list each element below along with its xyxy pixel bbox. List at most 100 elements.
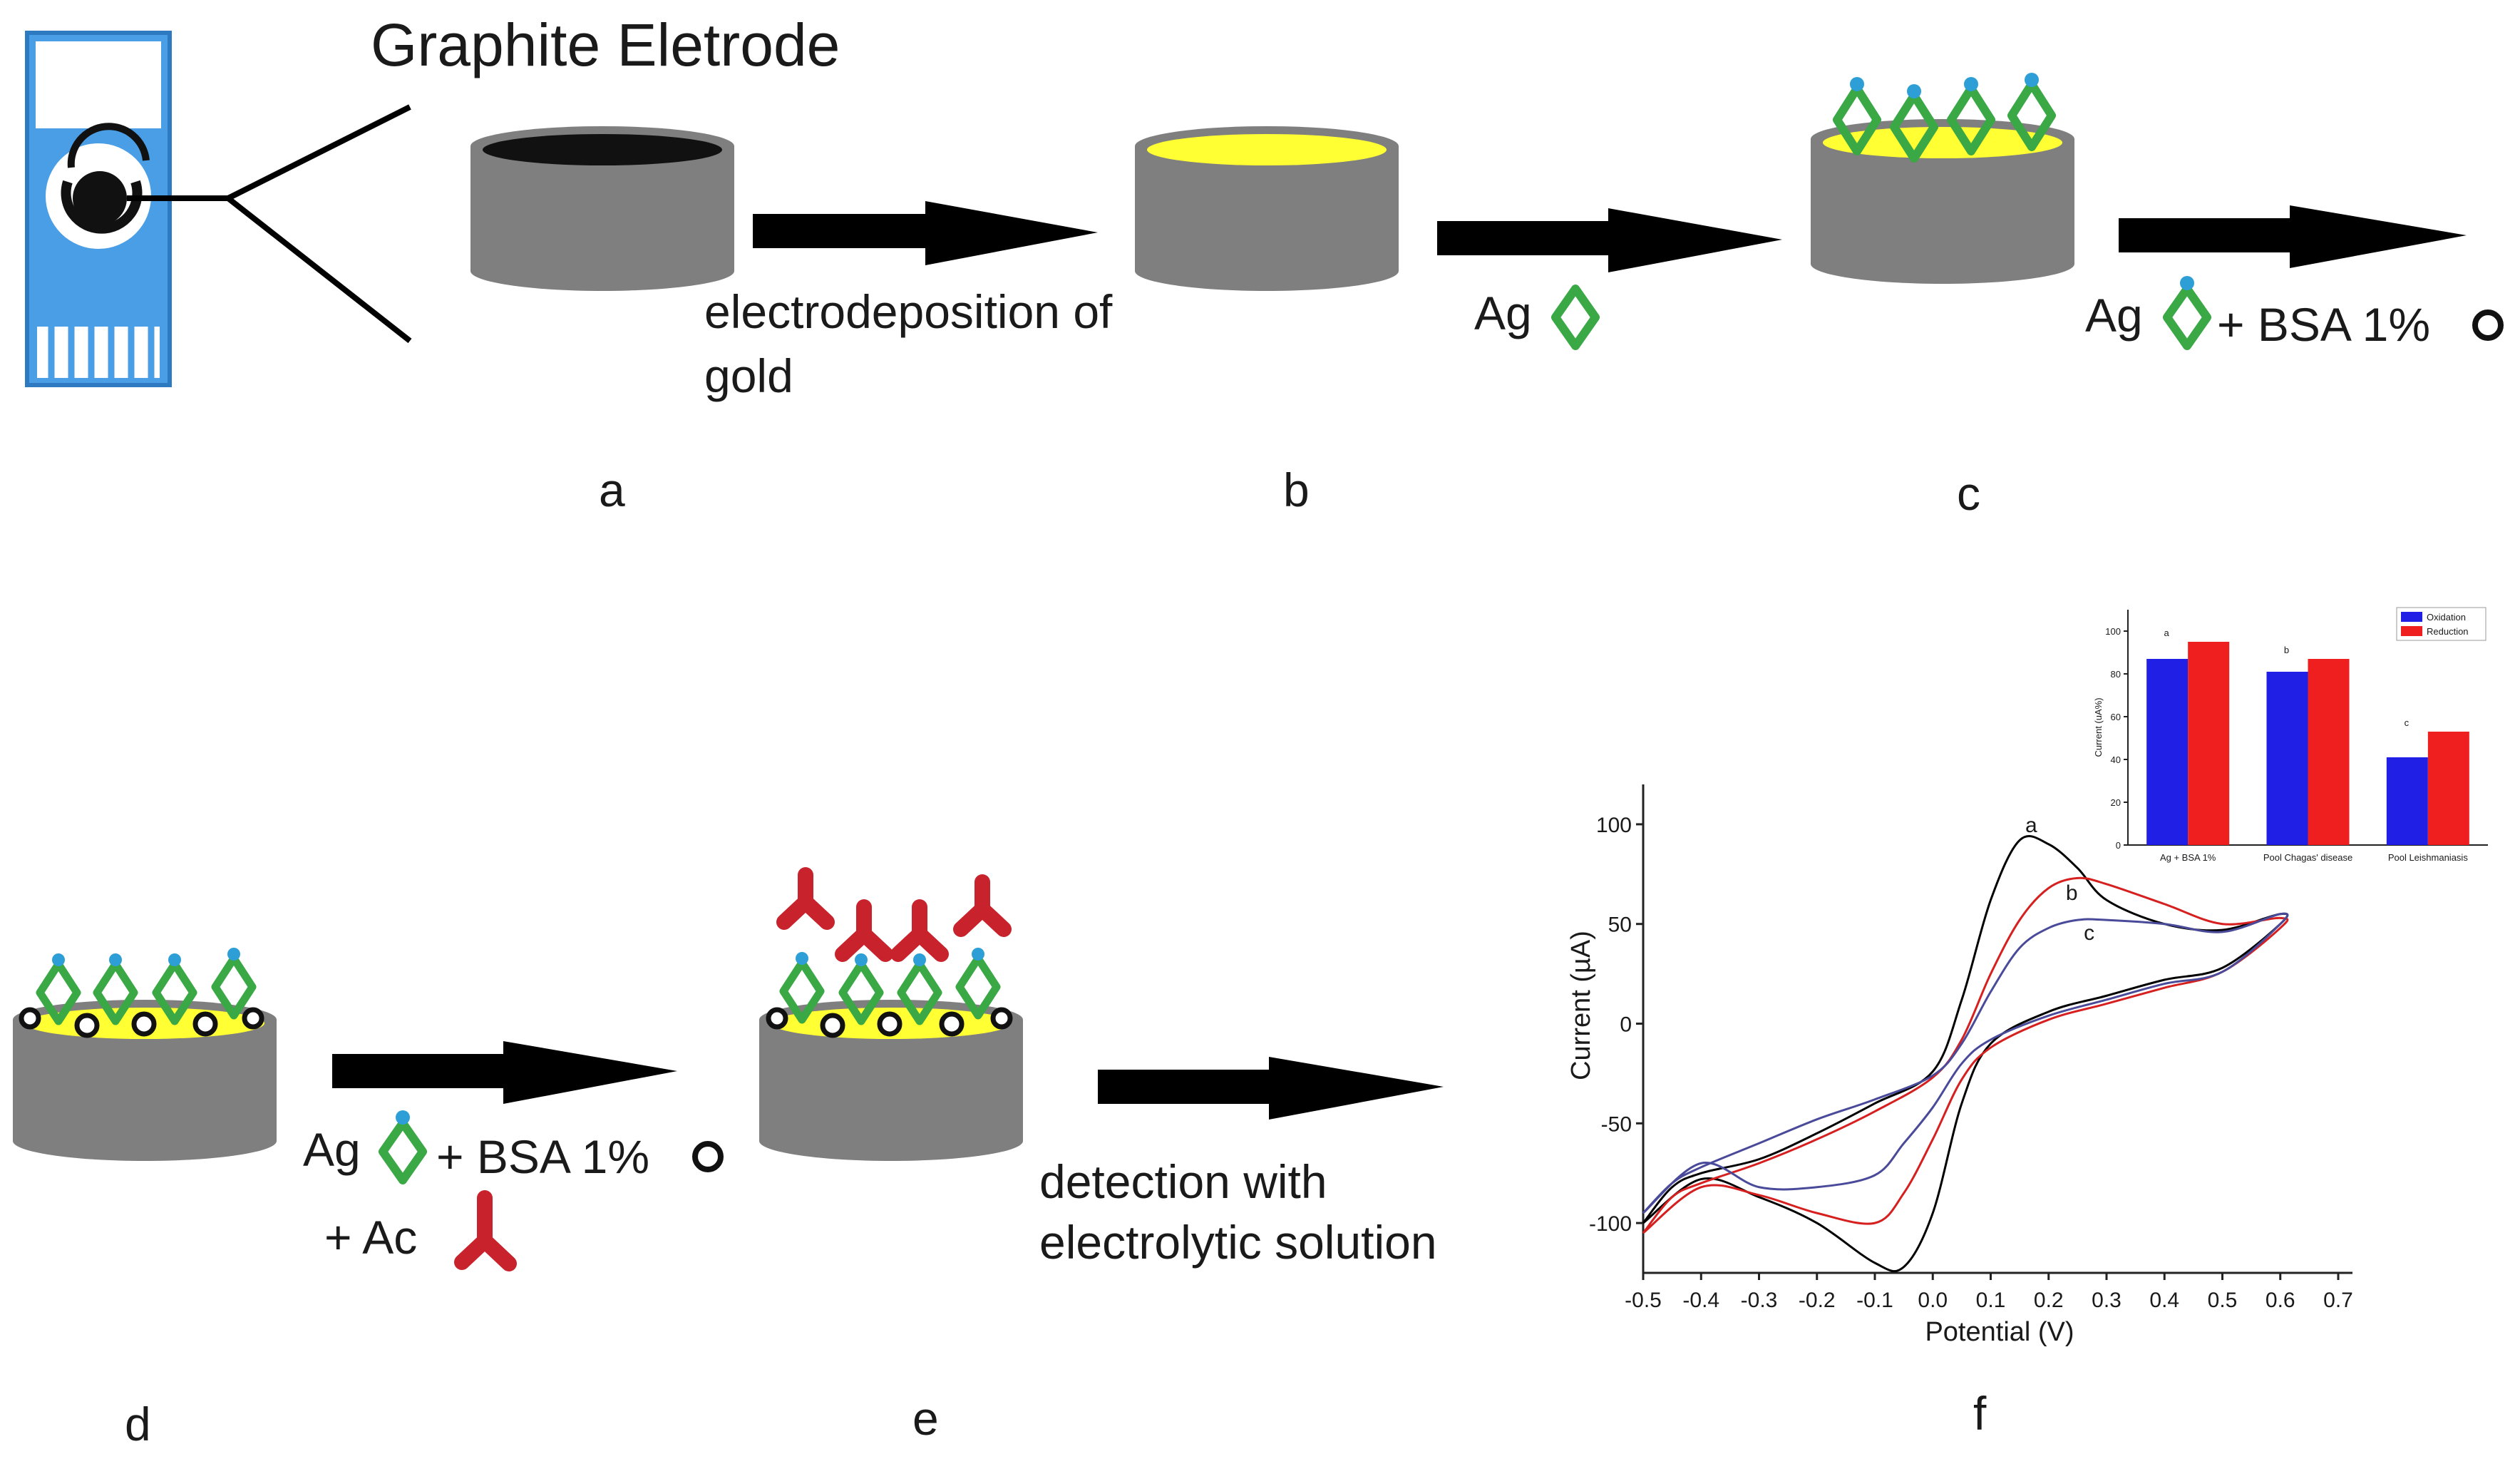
bsa-symbol-icon: [2472, 309, 2504, 341]
cv-x-tick-label: 0.2: [2034, 1289, 2064, 1312]
arrow-c-to-d: [2119, 205, 2467, 268]
cv-x-axis-label: Potential (V): [1925, 1317, 2074, 1347]
bar-annotation-c: c: [2405, 717, 2410, 728]
cv-x-tick-label: -0.5: [1625, 1289, 1662, 1312]
panel-label-d: d: [125, 1398, 151, 1450]
cv-x-tick-label: -0.3: [1741, 1289, 1778, 1312]
cv-annotation-c: c: [2084, 921, 2094, 945]
cv-y-tick-label: 0: [1620, 1013, 1632, 1037]
diagram-title: Graphite Eletrode: [371, 11, 840, 78]
cv-annotations: a bc: [2025, 814, 2094, 945]
cv-x-tick-label: 0.0: [1918, 1289, 1948, 1312]
bar-y-tick-label: 0: [2116, 840, 2121, 851]
bar-category-label: Pool Chagas' disease: [2263, 852, 2352, 863]
antigen-layer-d: [36, 948, 257, 1025]
inset-bar-chart: 0 20 40 60 80 100 Ag + BSA 1% Pool Chagas' dis…: [2093, 607, 2488, 863]
bar-y-tick-label: 100: [2105, 626, 2121, 637]
electrode-c: [1811, 119, 2074, 284]
panel-label-c: c: [1957, 467, 1980, 520]
cv-y-axis-label: Current (µA): [1566, 931, 1596, 1080]
panel-label-e: e: [912, 1392, 939, 1445]
step-label-detection-1: detection with: [1039, 1155, 1327, 1208]
electrode-a: [470, 126, 734, 291]
cv-x-tick-label: 0.3: [2092, 1289, 2122, 1312]
antigen-tagged-symbol-d-icon: [379, 1110, 427, 1184]
cv-x-tick-label: -0.2: [1799, 1289, 1836, 1312]
step-label-detection-2: electrolytic solution: [1039, 1216, 1437, 1269]
step-label-bsa-d: + BSA 1%: [436, 1130, 649, 1183]
bar-y-tick-label: 80: [2111, 669, 2121, 680]
bar-category-label: Ag + BSA 1%: [2160, 852, 2216, 863]
antigen-tagged-symbol-icon: [2163, 276, 2211, 350]
bar-oxidation-2: [2386, 757, 2428, 845]
antigen-symbol-icon: [1551, 285, 1600, 350]
bar-category-label: Pool Leishmaniasis: [2388, 852, 2469, 863]
panel-label-a: a: [599, 464, 625, 516]
cv-annotation-b: b: [2066, 881, 2078, 905]
bar-reduction-1: [2308, 659, 2350, 845]
cv-x-tick-label: -0.4: [1682, 1289, 1719, 1312]
cv-annotation-a: a: [2025, 814, 2037, 837]
bar-legend-swatch-oxidation: [2401, 612, 2422, 622]
cv-x-tick-label: 0.5: [2208, 1289, 2238, 1312]
cv-y-tick-label: 50: [1608, 913, 1632, 937]
bar-bars: [2146, 642, 2469, 845]
step-label-ac: + Ac: [324, 1211, 417, 1264]
cv-y-tick-label: -100: [1589, 1212, 1632, 1236]
bar-legend-label-reduction: Reduction: [2427, 626, 2469, 637]
bsa-layer-e: [766, 1007, 1013, 1038]
arrow-b-to-c: [1437, 208, 1782, 272]
bar-annotations: a b c: [2164, 628, 2410, 728]
cv-x-tick-label: 0.1: [1976, 1289, 2006, 1312]
bsa-symbol-d-icon: [692, 1141, 724, 1172]
cv-series-b: [1642, 876, 2289, 1234]
bar-y-tick-label: 60: [2111, 712, 2121, 722]
bar-y-ticks: 0 20 40 60 80 100: [2105, 626, 2128, 851]
bar-legend-swatch-reduction: [2401, 626, 2422, 636]
cv-series-a: [1642, 835, 2289, 1273]
bar-legend: Oxidation Reduction: [2396, 607, 2486, 641]
antibody-layer-e: [776, 867, 1012, 962]
bsa-layer-d: [19, 1007, 264, 1038]
cv-x-tick-label: 0.7: [2323, 1289, 2353, 1312]
arrow-a-to-b: [753, 201, 1098, 265]
bar-y-tick-label: 40: [2111, 754, 2121, 765]
panel-label-f: f: [1973, 1387, 1987, 1440]
bar-y-tick-label: 20: [2111, 797, 2121, 808]
step-label-electrodeposition-1: electrodeposition of: [704, 285, 1113, 338]
panel-label-b: b: [1283, 464, 1310, 516]
bar-legend-label-oxidation: Oxidation: [2427, 612, 2466, 623]
bar-reduction-2: [2427, 732, 2469, 845]
screen-printed-electrode-chip: [25, 31, 172, 387]
arrow-e-to-f: [1098, 1057, 1444, 1120]
step-label-bsa-c: + BSA 1%: [2217, 298, 2430, 351]
bar-reduction-0: [2188, 642, 2230, 845]
bar-oxidation-1: [2266, 672, 2308, 845]
step-label-ag: Ag: [1474, 287, 1532, 339]
step-label-ag-d: Ag: [303, 1123, 361, 1176]
step-label-electrodeposition-2: gold: [704, 349, 793, 402]
bar-annotation-b: b: [2284, 645, 2289, 655]
cv-series: [1642, 835, 2289, 1273]
arrow-d-to-e: [332, 1041, 677, 1104]
cv-y-tick-label: 100: [1596, 814, 1632, 837]
antibody-symbol-icon: [454, 1190, 517, 1271]
cv-y-ticks: 100 50 0 -50 -100: [1589, 814, 1643, 1236]
antigen-layer-c: [1833, 73, 2056, 163]
cv-y-tick-label: -50: [1601, 1112, 1632, 1136]
step-label-ag-c: Ag: [2085, 289, 2143, 342]
cv-x-tick-label: 0.6: [2266, 1289, 2295, 1312]
electrode-b: [1135, 126, 1399, 291]
zoom-callout-lines: [127, 104, 412, 344]
bar-category-labels: Ag + BSA 1% Pool Chagas' disease Pool Leis…: [2160, 852, 2468, 863]
cv-x-tick-label: -0.1: [1856, 1289, 1893, 1312]
cv-series-c: [1642, 912, 2289, 1214]
cyclic-voltammogram-chart: -0.5 -0.4 -0.3 -0.2 -0.1 0.0 0.1 0.2 0.3 0.4 0.5 0.…: [1566, 784, 2353, 1347]
cv-x-ticks: -0.5 -0.4 -0.3 -0.2 -0.1 0.0 0.1 0.2 0.3 0.4 0.5 0.…: [1625, 1273, 2353, 1312]
antigen-layer-e: [779, 948, 1001, 1025]
bar-annotation-a: a: [2164, 628, 2170, 638]
bar-y-axis-label: Current (uA%): [2093, 697, 2104, 757]
bar-oxidation-0: [2146, 659, 2189, 845]
cv-x-tick-label: 0.4: [2149, 1289, 2179, 1312]
